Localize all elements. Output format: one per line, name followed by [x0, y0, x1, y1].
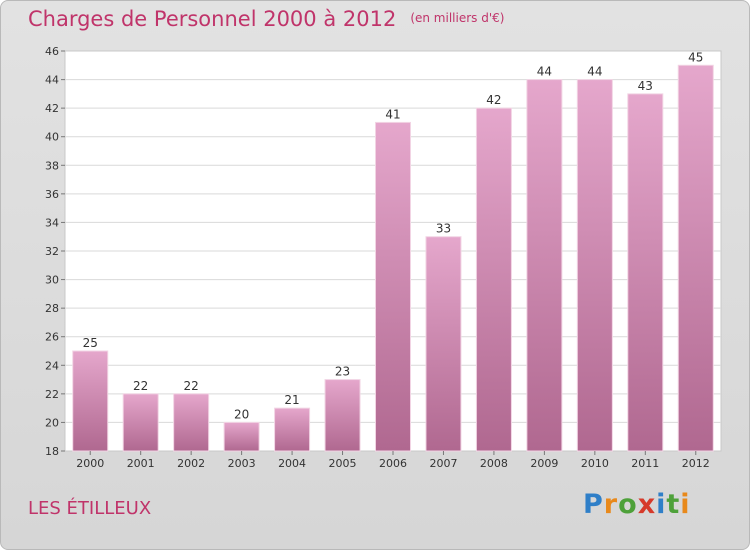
y-tick-label: 42 — [45, 102, 59, 115]
data-label-2007: 33 — [436, 222, 451, 236]
x-tick-label-2004: 2004 — [278, 457, 306, 470]
y-tick-label: 28 — [45, 302, 59, 315]
y-tick-label: 46 — [45, 45, 59, 58]
x-tick-label-2011: 2011 — [631, 457, 659, 470]
data-label-2000: 25 — [83, 336, 98, 350]
logo-letter: i — [680, 489, 691, 520]
bar-2010 — [576, 79, 613, 452]
chart-title-text: Charges de Personnel 2000 à 2012 — [28, 7, 397, 31]
y-tick-label: 22 — [45, 388, 59, 401]
data-label-2002: 22 — [184, 379, 199, 393]
data-label-2001: 22 — [133, 379, 148, 393]
y-tick-label: 36 — [45, 188, 59, 201]
bar-2002 — [173, 393, 210, 452]
bar-2000 — [72, 350, 109, 452]
data-label-2006: 41 — [385, 107, 400, 121]
bar-2006 — [375, 121, 411, 452]
bar-2008 — [475, 107, 512, 452]
bar-2007 — [425, 236, 462, 452]
x-tick-label-2001: 2001 — [127, 457, 155, 470]
bar-2004 — [274, 407, 311, 452]
data-label-2009: 44 — [537, 65, 552, 79]
y-tick-label: 30 — [45, 274, 59, 287]
bar-2011 — [627, 93, 664, 452]
x-tick-label-2007: 2007 — [429, 457, 457, 470]
data-label-2008: 42 — [486, 93, 501, 107]
bars: 25 22 22 20 21 23 41 33 42 44 44 43 45 — [72, 50, 714, 452]
y-tick-label: 26 — [45, 331, 59, 344]
x-tick-label-2009: 2009 — [530, 457, 558, 470]
logo-letter: i — [656, 489, 667, 520]
x-tick-label-2002: 2002 — [177, 457, 205, 470]
y-tick-label: 24 — [45, 359, 59, 372]
x-tick-label-2012: 2012 — [682, 457, 710, 470]
data-label-2005: 23 — [335, 365, 350, 379]
y-tick-label: 32 — [45, 245, 59, 258]
y-axis: 18 20 22 24 26 28 30 32 34 36 38 40 42 44 46 — [45, 45, 65, 458]
place-name: LES ÉTILLEUX — [28, 498, 152, 519]
logo-letter: t — [666, 489, 681, 520]
y-tick-label: 20 — [45, 416, 59, 429]
bar-2009 — [526, 79, 563, 452]
x-tick-label-2010: 2010 — [581, 457, 609, 470]
y-tick-label: 18 — [45, 445, 59, 458]
x-tick-label-2003: 2003 — [228, 457, 256, 470]
logo-letter: P — [583, 489, 604, 520]
logo-letter: o — [618, 489, 638, 520]
x-tick-label-2005: 2005 — [329, 457, 357, 470]
y-tick-label: 34 — [45, 216, 59, 229]
bar-2003 — [223, 421, 260, 452]
bar-2005 — [324, 379, 361, 452]
chart-title: Charges de Personnel 2000 à 2012 (en mill… — [28, 7, 504, 31]
bar-2001 — [122, 393, 159, 452]
data-label-2012: 45 — [688, 50, 703, 64]
data-label-2010: 44 — [587, 65, 602, 79]
y-tick-label: 44 — [45, 74, 59, 87]
proxiti-logo: Proxiti — [583, 489, 691, 520]
chart-subtitle: (en milliers d'€) — [410, 11, 505, 25]
data-label-2011: 43 — [638, 79, 653, 93]
logo-letter: x — [637, 489, 657, 520]
data-label-2003: 20 — [234, 407, 249, 421]
x-tick-label-2006: 2006 — [379, 457, 407, 470]
bar-2012 — [677, 64, 714, 452]
data-label-2004: 21 — [284, 393, 299, 407]
x-tick-label-2000: 2000 — [76, 457, 104, 470]
y-tick-label: 38 — [45, 159, 59, 172]
y-tick-label: 40 — [45, 131, 59, 144]
x-axis: 2000 2001 2002 2003 2004 2005 2006 2007 2008 2009… — [76, 451, 710, 470]
x-tick-label-2008: 2008 — [480, 457, 508, 470]
logo-letter: r — [603, 489, 619, 520]
